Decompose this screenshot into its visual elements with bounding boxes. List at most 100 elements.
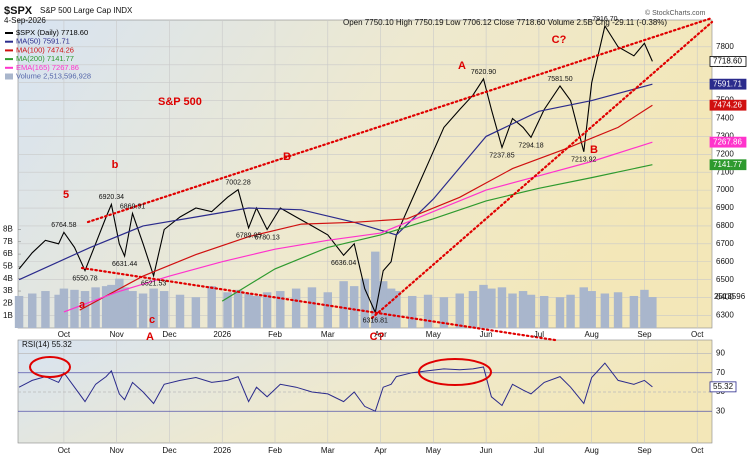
- wave-annotation: A: [458, 60, 466, 72]
- legend-value: 2,513,596,928: [43, 71, 91, 80]
- volume-bar: [207, 286, 216, 328]
- volume-bar: [497, 287, 507, 328]
- volume-bar: [423, 294, 433, 328]
- price-label: 7620.90: [471, 69, 496, 76]
- volume-bar: [138, 293, 148, 328]
- wave-annotation: B: [590, 144, 598, 156]
- volume-bar: [439, 297, 449, 328]
- volume-bar: [408, 295, 417, 328]
- price-label: 6920.34: [99, 194, 124, 201]
- moving-average: [221, 164, 653, 302]
- y-tick-label: 6300: [716, 311, 734, 320]
- volume-tick-label: 8B: [3, 225, 13, 234]
- volume-bar: [54, 294, 63, 328]
- legend-name: MA(100): [16, 45, 45, 54]
- volume-bar: [455, 293, 464, 328]
- volume-tick-label: 3B: [3, 286, 13, 295]
- volume-bar: [526, 294, 536, 328]
- labels: Oct Oct Nov Nov Dec Dec 2026 2026 Feb Feb Mar Mar Ap…: [3, 16, 747, 455]
- y-tick-label: 6600: [716, 257, 734, 266]
- x-tick-label: Oct: [691, 330, 704, 339]
- legend-value: 7474.26: [47, 45, 74, 54]
- wave-annotation: b: [112, 159, 119, 171]
- volume-bar: [566, 294, 575, 328]
- volume-bar: [600, 293, 610, 328]
- volume-bar: [70, 289, 79, 328]
- x-tick-label: Oct: [58, 446, 71, 455]
- rsi-panel: [17, 339, 713, 444]
- rsi-name: RSI(14): [22, 340, 50, 349]
- legend-entry: $SPX (Daily) 7718.60: [16, 28, 88, 37]
- legend-entry: MA(100) 7474.26: [16, 45, 74, 54]
- volume-bar: [59, 288, 69, 328]
- legend-value: 7718.60: [61, 28, 88, 37]
- x-tick-label: Mar: [321, 446, 335, 455]
- x-tick-label: Apr: [374, 330, 387, 339]
- price-label: 6316.81: [363, 317, 388, 324]
- rsi-last-label: 55.32: [713, 382, 734, 391]
- volume-bar: [555, 297, 565, 328]
- volume-bar: [233, 289, 243, 328]
- volume-bar: [175, 294, 185, 328]
- last-value-label: 7474.26: [713, 100, 742, 109]
- y-tick-label: 7800: [716, 42, 734, 51]
- volume-bar: [587, 291, 596, 328]
- volume-tick-label: 4B: [3, 274, 13, 283]
- volume-bar: [360, 278, 369, 328]
- legend-value: 7141.77: [47, 54, 74, 63]
- price-label: 6764.58: [51, 222, 76, 229]
- volume-bar: [307, 287, 317, 328]
- volume-bar: [107, 284, 116, 328]
- legend-entry: MA(50) 7591.71: [16, 37, 70, 46]
- volume-bar: [579, 287, 588, 328]
- legend-name: Volume: [16, 71, 41, 80]
- trendlines: [80, 16, 714, 342]
- date: 4-Sep-2026: [4, 16, 46, 25]
- volume-bar: [101, 286, 111, 328]
- volume-bar: [479, 284, 488, 328]
- x-tick-label: Apr: [374, 446, 387, 455]
- last-value-box: [709, 136, 747, 148]
- x-tick-label: May: [426, 446, 441, 455]
- price-panel: [17, 19, 713, 329]
- volume-bar: [262, 292, 272, 328]
- volume-bar: [386, 288, 396, 328]
- x-tick-label: Aug: [585, 330, 599, 339]
- y-tick-label: 6500: [716, 275, 734, 284]
- volume-bar: [371, 251, 380, 328]
- legend-value: 7267.86: [52, 63, 79, 72]
- volume-bar: [339, 281, 348, 328]
- last-value-label: 7591.71: [713, 79, 742, 88]
- rsi-legend: RSI(14) 55.32: [22, 340, 72, 349]
- y-tick-label: 6700: [716, 239, 734, 248]
- volume-layer: [14, 251, 657, 328]
- rsi-circle: [418, 358, 492, 386]
- wave-annotation: A: [146, 331, 154, 343]
- wave-annotation: a: [79, 299, 86, 311]
- x-tick-label: Oct: [691, 446, 704, 455]
- price-label: 7581.50: [547, 76, 572, 83]
- legend-entry: EMA(165) 7267.86: [16, 63, 79, 72]
- volume-bar: [613, 292, 623, 328]
- volume-bar: [276, 291, 285, 328]
- volume-bar: [291, 288, 301, 328]
- volume-bar: [640, 289, 649, 328]
- volume-bar: [223, 292, 232, 328]
- price-label: 6789.05: [236, 233, 261, 240]
- volume-tick-label: 2B: [3, 298, 13, 307]
- rsi-tick-label: 90: [716, 349, 725, 358]
- y-tick-label: 7100: [716, 167, 734, 176]
- x-tick-label: Mar: [321, 330, 335, 339]
- last-value-label: 7267.86: [713, 137, 742, 146]
- legend-name: MA(50): [16, 37, 41, 46]
- volume-bar: [80, 291, 90, 328]
- volume-bar: [191, 297, 201, 328]
- y-tick-label: 7400: [716, 114, 734, 123]
- volume-bar: [159, 291, 169, 328]
- last-value-box: [709, 56, 747, 67]
- volume-bar: [539, 295, 549, 328]
- x-tick-label: Oct: [58, 330, 71, 339]
- price-label: 6780.13: [254, 234, 279, 241]
- x-tick-label: Sep: [637, 330, 652, 339]
- volume-bar: [14, 295, 24, 328]
